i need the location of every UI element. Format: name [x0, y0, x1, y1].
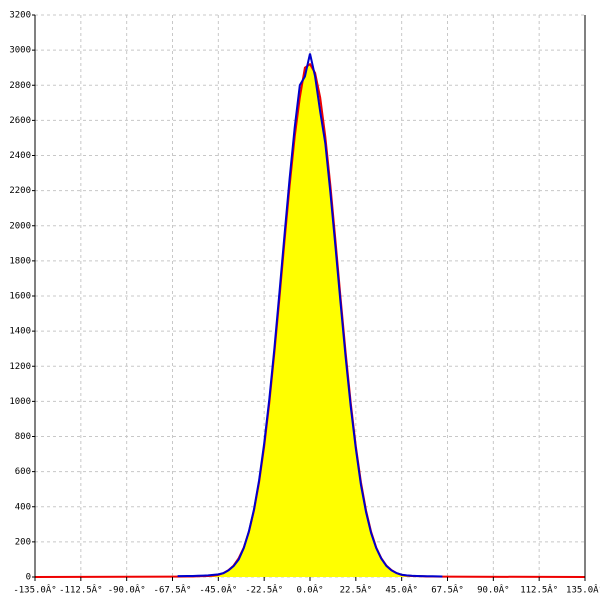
- y-tick-label: 2800: [9, 81, 31, 91]
- x-tick-label: -112.5Â°: [59, 584, 102, 596]
- x-tick-label: -67.5Â°: [154, 584, 192, 596]
- x-tick-label: 112.5Â°: [520, 584, 558, 596]
- x-tick-label: -22.5Â°: [245, 584, 283, 596]
- x-tick-label: 45.0Â°: [385, 584, 418, 596]
- x-tick-label: 90.0Â°: [477, 584, 510, 596]
- y-tick-label: 1000: [9, 397, 31, 407]
- y-tick-label: 3000: [9, 46, 31, 56]
- y-tick-label: 1200: [9, 362, 31, 372]
- marks: [34, 53, 586, 578]
- y-tick-label: 1400: [9, 327, 31, 337]
- area-fill: [35, 64, 585, 578]
- x-tick-label: 67.5Â°: [431, 584, 464, 596]
- x-tick-label: -90.0Â°: [108, 584, 146, 596]
- y-tick-label: 400: [15, 502, 31, 512]
- y-tick-label: 2400: [9, 151, 31, 161]
- y-tick-label: 3200: [9, 11, 31, 21]
- x-tick-label: -135.0Â°: [13, 584, 56, 596]
- y-tick-label: 800: [15, 432, 31, 442]
- x-tick-label: 0.0Â°: [296, 584, 323, 596]
- y-tick-label: 0: [26, 573, 31, 583]
- y-tick-label: 2200: [9, 186, 31, 196]
- line: [177, 53, 443, 578]
- x-tick-label: 22.5Â°: [340, 584, 373, 596]
- x-tick-label: 135.0Â°: [566, 584, 600, 596]
- y-tick-label: 1800: [9, 256, 31, 266]
- y-tick-label: 2000: [9, 221, 31, 231]
- y-tick-label: 2600: [9, 116, 31, 126]
- x-tick-label: -45.0Â°: [199, 584, 237, 596]
- y-tick-label: 600: [15, 467, 31, 477]
- y-tick-label: 200: [15, 537, 31, 547]
- y-tick-label: 1600: [9, 292, 31, 302]
